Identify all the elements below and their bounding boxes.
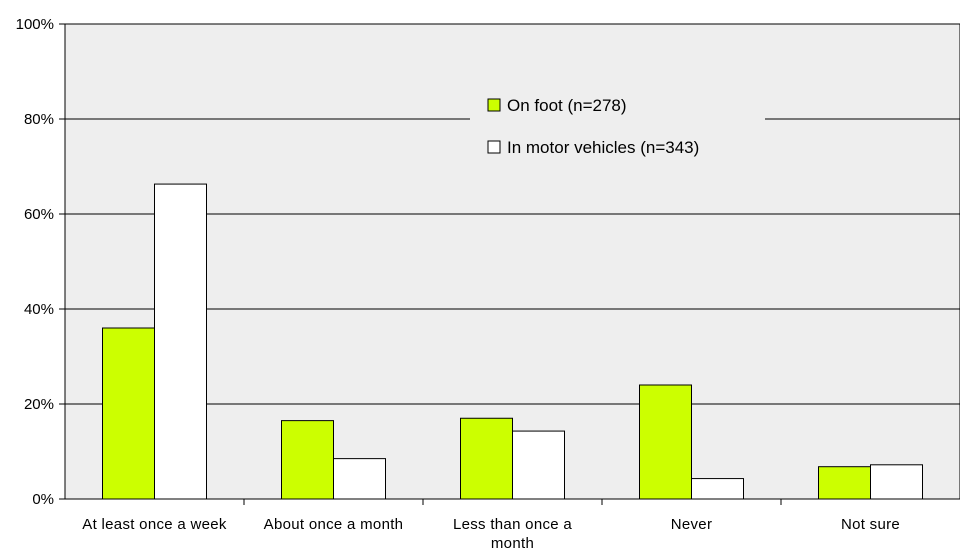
bar-on-foot xyxy=(102,327,155,500)
x-category-label: Less than once a xyxy=(453,516,572,533)
x-category-label: month xyxy=(491,535,534,552)
x-axis: At least once a week About once a month Le… xyxy=(82,499,900,552)
bar-on-foot xyxy=(281,420,334,500)
y-tick-label: 80% xyxy=(24,111,54,128)
bar-motor-vehicles xyxy=(691,478,744,500)
bar-motor-vehicles xyxy=(154,183,207,500)
y-tick-label: 60% xyxy=(24,206,54,223)
legend-box xyxy=(470,82,765,178)
x-category-label: Never xyxy=(671,516,713,533)
y-tick-label: 40% xyxy=(24,301,54,318)
gridlines xyxy=(65,118,960,405)
x-category-label: About once a month xyxy=(264,516,404,533)
legend-label: On foot (n=278) xyxy=(507,96,627,115)
legend-swatch xyxy=(487,140,501,154)
bar-motor-vehicles xyxy=(333,458,386,500)
x-category-label: Not sure xyxy=(841,516,900,533)
legend: On foot (n=278) In motor vehicles (n=343) xyxy=(470,82,765,178)
legend-swatch xyxy=(487,98,501,112)
bar-on-foot xyxy=(639,384,692,500)
x-category-label: At least once a week xyxy=(82,516,227,533)
y-axis: 0% 20% 40% 60% 80% 100% xyxy=(16,16,65,508)
bar-motor-vehicles xyxy=(870,464,923,500)
bar-on-foot xyxy=(818,466,871,500)
bar-motor-vehicles xyxy=(512,430,565,500)
y-tick-label: 20% xyxy=(24,396,54,413)
legend-label: In motor vehicles (n=343) xyxy=(507,138,699,157)
bar-on-foot xyxy=(460,417,513,500)
y-tick-label: 100% xyxy=(16,16,54,33)
bars xyxy=(102,183,923,500)
y-tick-label: 0% xyxy=(32,491,54,508)
